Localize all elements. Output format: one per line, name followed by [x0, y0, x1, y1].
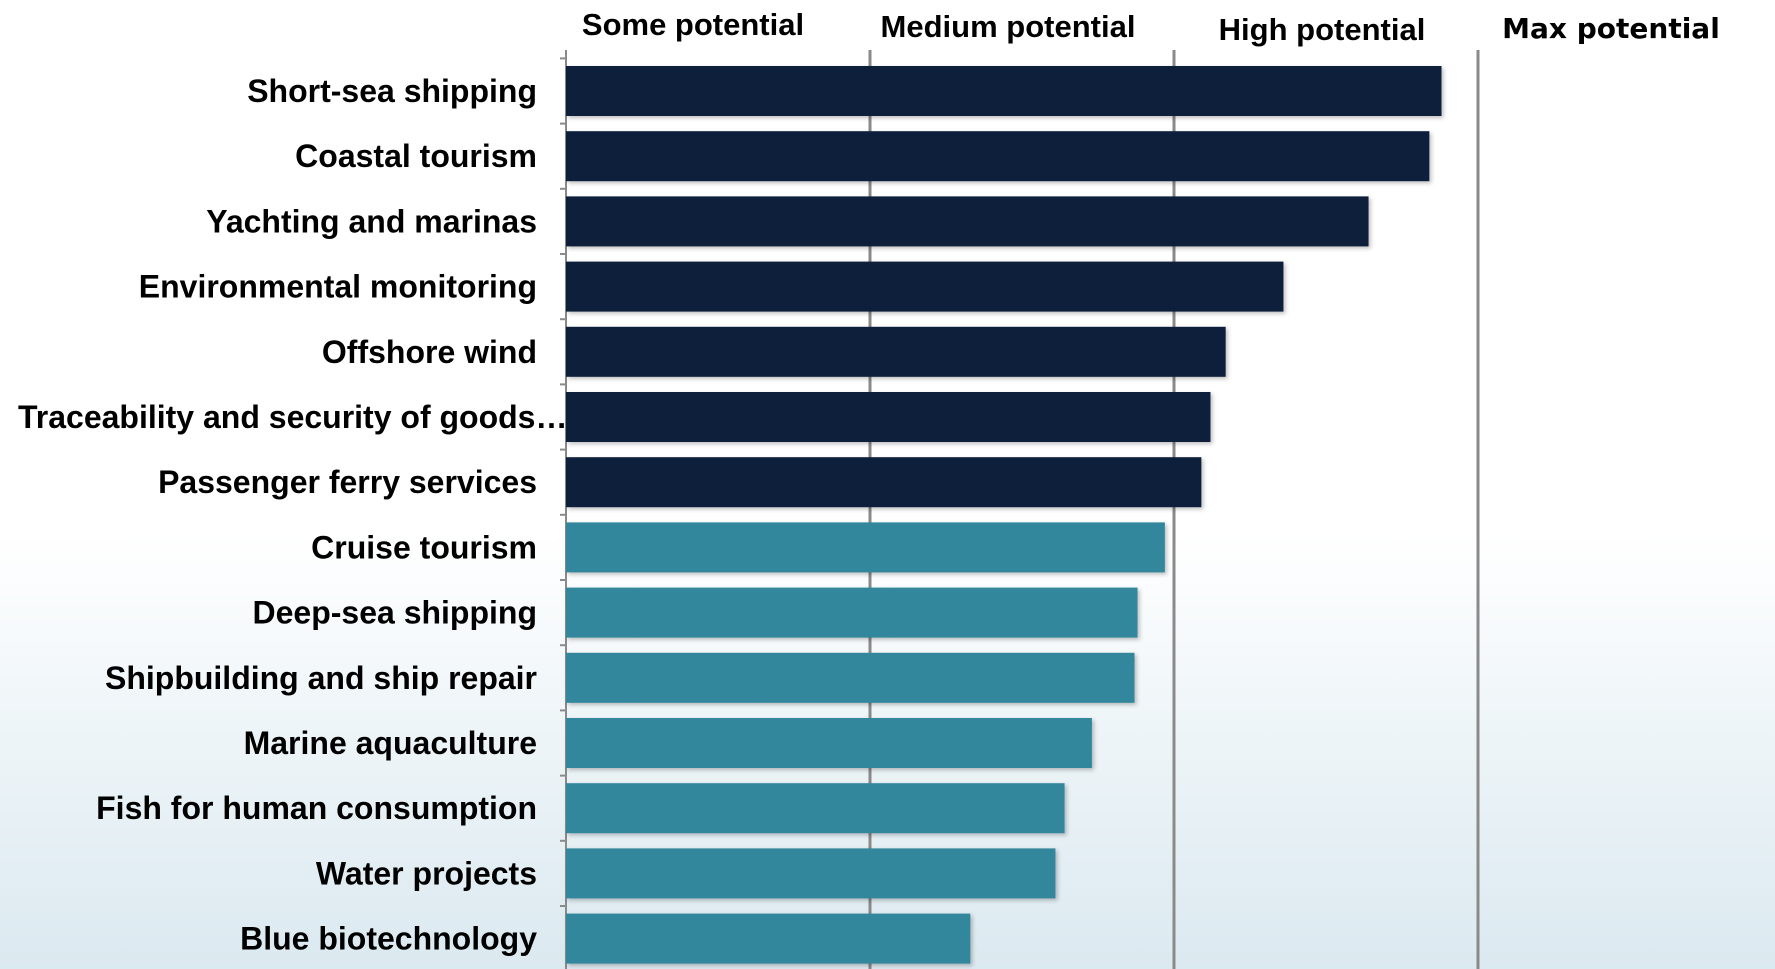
- category-labels: Short-sea shipping Coastal tourism Yachtin…: [18, 73, 567, 957]
- band-label-high-potential: High potential: [1219, 12, 1426, 47]
- category-label: Blue biotechnology: [240, 921, 537, 957]
- category-label: Fish for human consumption: [96, 790, 537, 826]
- bars: [566, 66, 1442, 964]
- category-label: Yachting and marinas: [206, 203, 537, 239]
- bar-yachting-and-marinas: [566, 196, 1369, 247]
- band-label-medium-potential: Medium potential: [881, 9, 1136, 44]
- bar-water-projects: [566, 848, 1056, 899]
- category-label: Cruise tourism: [311, 529, 537, 565]
- category-label: Deep-sea shipping: [253, 595, 538, 631]
- bar-coastal-tourism: [566, 131, 1430, 182]
- bar-cruise-tourism: [566, 522, 1165, 573]
- band-label-some-potential: Some potential: [582, 7, 804, 42]
- category-label: Offshore wind: [322, 334, 537, 370]
- category-label: Passenger ferry services: [158, 464, 537, 500]
- bar-blue-biotechnology: [566, 913, 971, 964]
- bar-marine-aquaculture: [566, 718, 1092, 768]
- category-label: Short-sea shipping: [247, 73, 537, 109]
- bar-shipbuilding-and-ship-repair: [566, 652, 1135, 703]
- bar-traceability-and-security-of-goods: [566, 392, 1211, 442]
- category-label: Coastal tourism: [295, 138, 537, 174]
- category-label: Shipbuilding and ship repair: [105, 660, 537, 696]
- bar-offshore-wind: [566, 326, 1226, 377]
- band-label-max-potential: Max potential: [1502, 12, 1720, 45]
- category-label: Water projects: [316, 855, 537, 891]
- category-label: Traceability and security of goods…: [18, 399, 567, 435]
- bar-environmental-monitoring: [566, 261, 1284, 312]
- band-labels: Some potential Medium potential High poten…: [582, 7, 1720, 47]
- bar-deep-sea-shipping: [566, 587, 1138, 638]
- bar-fish-for-human-consumption: [566, 783, 1065, 834]
- bar-passenger-ferry-services: [566, 457, 1202, 508]
- bar-short-sea-shipping: [566, 66, 1442, 116]
- category-label: Marine aquaculture: [244, 725, 537, 761]
- category-label: Environmental monitoring: [139, 269, 537, 305]
